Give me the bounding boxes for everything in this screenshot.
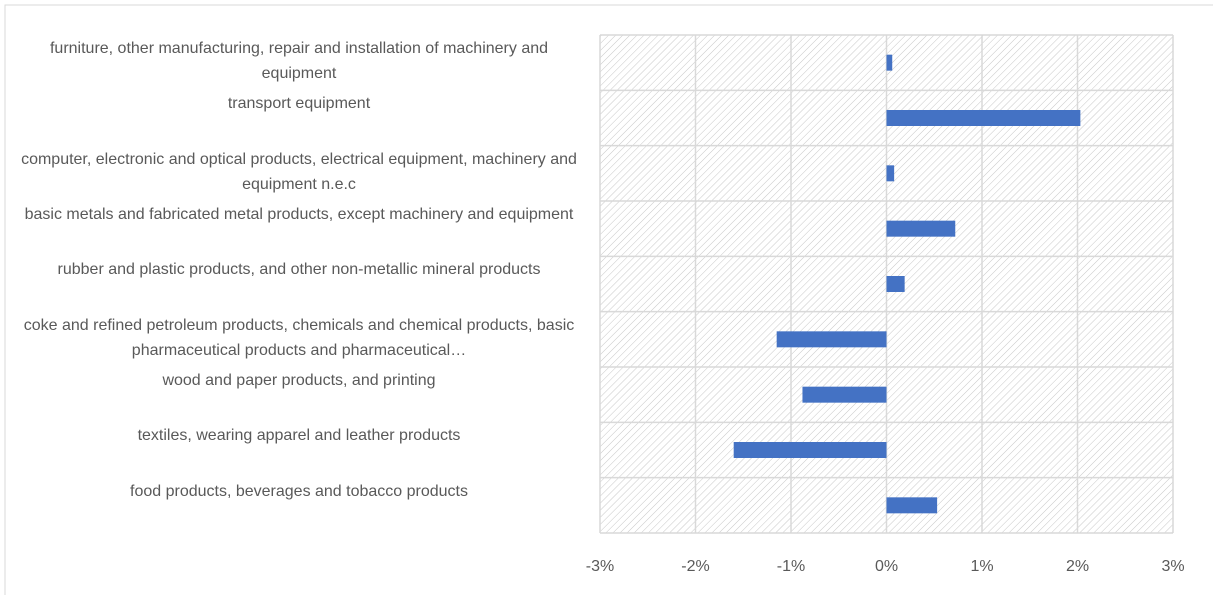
bar <box>886 110 1081 126</box>
x-tick-label: -3% <box>586 558 614 575</box>
bar <box>802 386 887 403</box>
y-tick-label: coke and refined petroleum products, che… <box>23 316 575 359</box>
bar <box>886 165 895 182</box>
bar <box>776 331 887 348</box>
x-tick-label: -1% <box>777 558 805 575</box>
y-tick-label: textiles, wearing apparel and leather pr… <box>137 427 461 445</box>
x-tick-label: 1% <box>970 558 993 575</box>
chart-border <box>4 4 1213 595</box>
bar <box>733 442 887 458</box>
x-tick-label: 0% <box>875 558 898 575</box>
y-tick-label: furniture, other manufacturing, repair a… <box>49 40 549 82</box>
y-tick-label: basic metals and fabricated metal produc… <box>24 206 574 223</box>
bar <box>886 276 905 292</box>
y-tick-label: food products, beverages and tobacco pro… <box>130 482 468 500</box>
y-tick-label: transport equipment <box>227 95 371 113</box>
bar <box>886 220 956 237</box>
x-tick-label: -2% <box>681 558 709 575</box>
bar <box>886 54 893 71</box>
bar <box>886 497 938 514</box>
y-tick-label: wood and paper products, and printing <box>162 372 436 389</box>
x-tick-label: 3% <box>1161 558 1184 575</box>
y-tick-label: computer, electronic and optical product… <box>21 150 577 193</box>
y-tick-label: rubber and plastic products, and other n… <box>57 261 541 279</box>
x-tick-label: 2% <box>1066 558 1089 575</box>
